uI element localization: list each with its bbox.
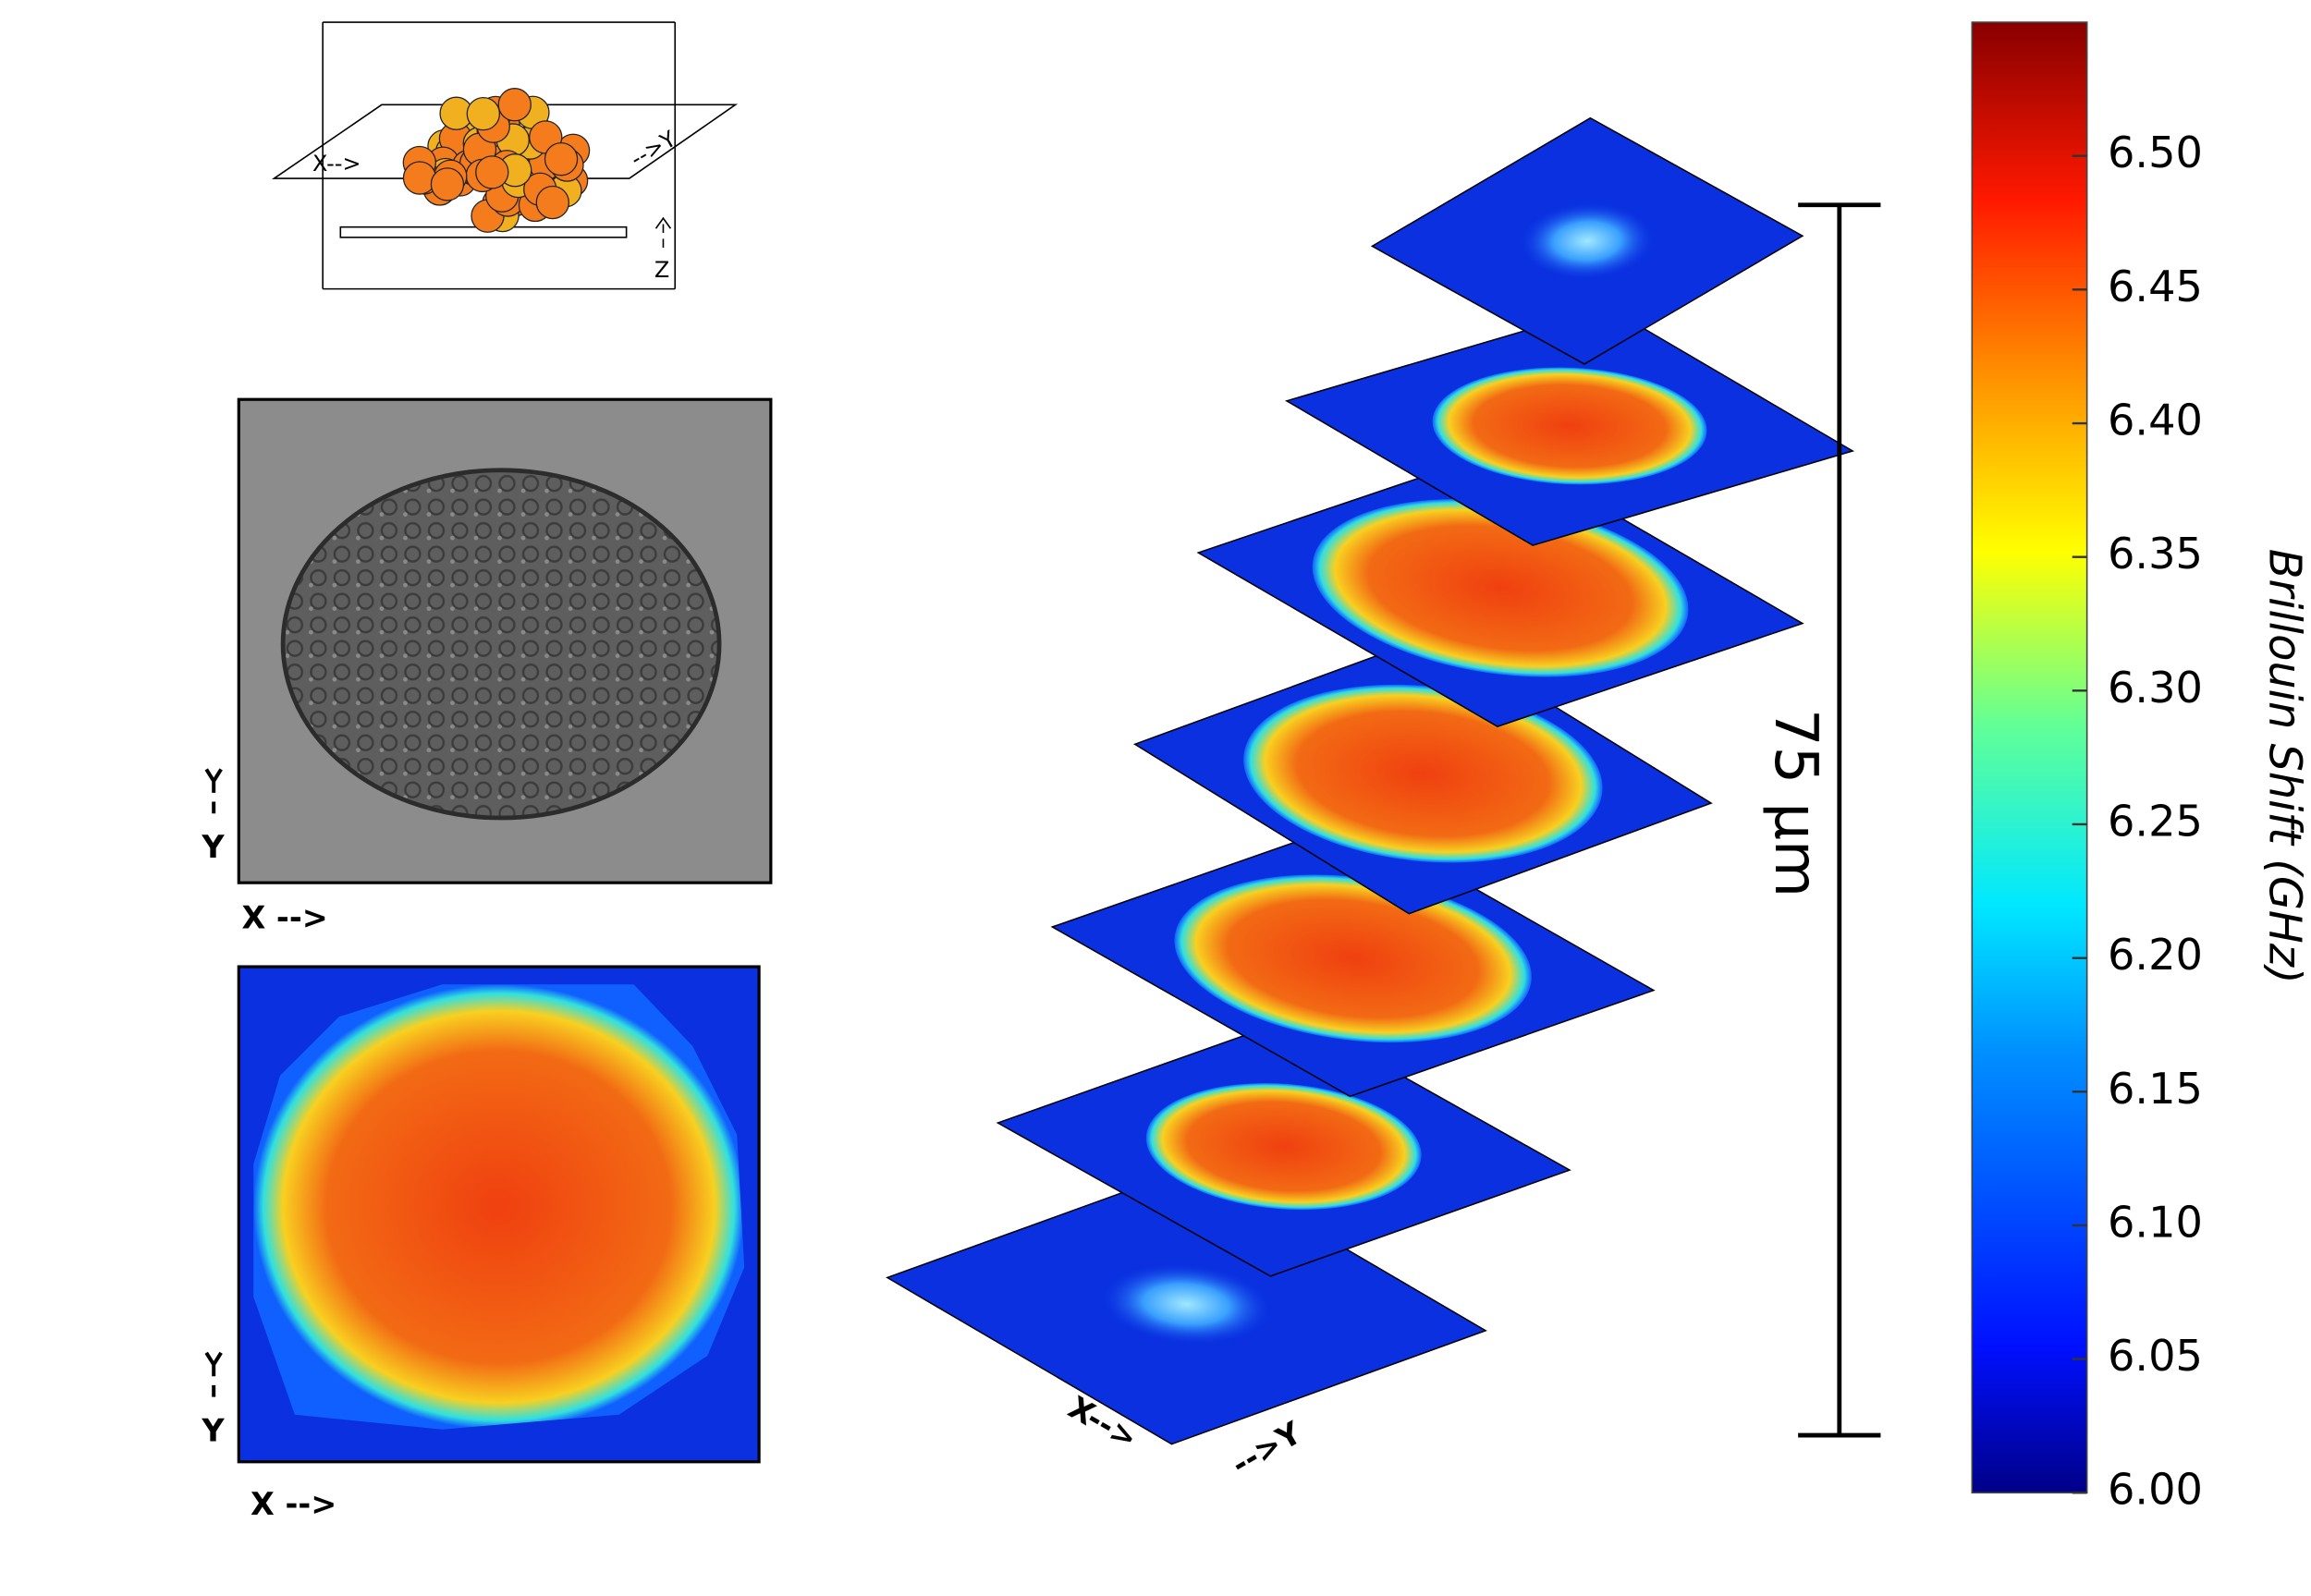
plate bbox=[1198, 449, 1803, 726]
cell bbox=[535, 185, 569, 220]
cell bbox=[466, 96, 501, 131]
plate-signal bbox=[1101, 1263, 1272, 1345]
cell bbox=[402, 161, 437, 195]
plate-signal bbox=[1432, 367, 1707, 485]
tick-label: 6.20 bbox=[2108, 930, 2203, 980]
scale-bar-label: 75 µm bbox=[1761, 709, 1829, 897]
tick-label: 6.35 bbox=[2108, 529, 2203, 579]
colorbar-label: Brillouin Shift (GHz) bbox=[2258, 549, 2309, 984]
bright-field-image: Y X --> bbox=[201, 397, 773, 936]
cell bbox=[475, 155, 509, 189]
y-label: -->Y bbox=[626, 126, 680, 172]
tick-label: 6.25 bbox=[2108, 796, 2203, 846]
x-label: X --> bbox=[241, 900, 327, 936]
x-label: X --> bbox=[251, 1486, 336, 1522]
z-label: Z bbox=[654, 257, 669, 283]
plate-signal bbox=[1520, 202, 1655, 280]
tick-label: 6.00 bbox=[2108, 1465, 2203, 1515]
plate bbox=[1052, 821, 1654, 1096]
stack bbox=[887, 118, 1852, 1444]
plate bbox=[997, 1017, 1570, 1276]
tick-label: 6.50 bbox=[2108, 128, 2203, 177]
tick-label: 6.45 bbox=[2108, 262, 2203, 311]
x-label: X--> bbox=[312, 151, 361, 177]
schematic: X--> -->Y Z bbox=[271, 21, 739, 290]
plate bbox=[1135, 634, 1711, 914]
scale-bar: 75 µm bbox=[1761, 202, 1881, 1438]
tick-label: 6.30 bbox=[2108, 663, 2203, 713]
tick-label: 6.10 bbox=[2108, 1197, 2203, 1247]
cell bbox=[497, 88, 532, 122]
colorbar: Brillouin Shift (GHz) 6.00 6.05 6.10 6.15 6.… bbox=[1971, 21, 2309, 1515]
plate-signal bbox=[1243, 684, 1603, 863]
plate bbox=[1287, 307, 1852, 545]
y-label: Y bbox=[201, 1412, 225, 1448]
stack-y-label: -->Y bbox=[1226, 1414, 1308, 1482]
tick-label: 6.40 bbox=[2108, 396, 2203, 445]
tick-label: 6.05 bbox=[2108, 1331, 2203, 1381]
cell bbox=[544, 141, 579, 177]
plate-signal bbox=[1312, 499, 1689, 677]
plate-signal bbox=[1145, 1083, 1422, 1211]
brillouin-map: Y X --> bbox=[201, 965, 761, 1522]
plate-signal bbox=[1174, 874, 1532, 1043]
plate bbox=[1372, 118, 1803, 364]
y-label: Y bbox=[201, 829, 225, 865]
cell bbox=[430, 167, 465, 201]
tick-label: 6.15 bbox=[2108, 1064, 2203, 1114]
